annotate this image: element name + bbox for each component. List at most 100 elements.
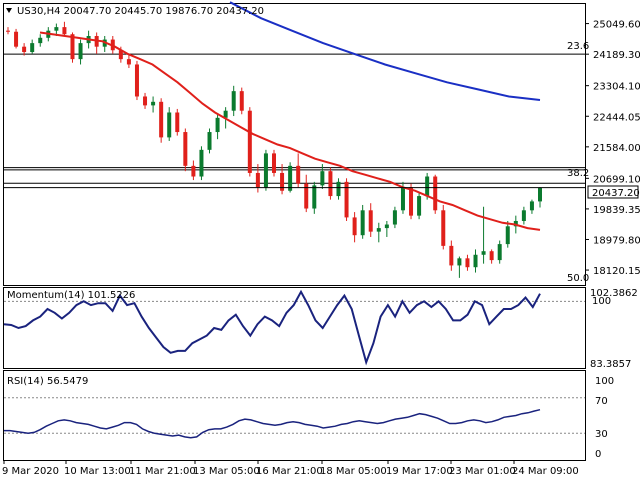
- rsi-panel-frame: [3, 370, 586, 461]
- current-price-label: 20437.20: [592, 188, 640, 199]
- candle-body: [255, 172, 260, 188]
- candle-body: [409, 187, 414, 216]
- candle-body: [78, 43, 83, 60]
- momentum-line: [3, 289, 541, 366]
- candle-body: [247, 110, 252, 173]
- candle-body: [231, 91, 236, 111]
- candle-body: [118, 50, 123, 60]
- price-tick-label: 18979.80: [593, 235, 640, 246]
- time-tick-label: 23 Mar 01:00: [449, 466, 516, 477]
- candle-body: [449, 245, 454, 266]
- candle-body: [14, 31, 19, 47]
- candle-body: [22, 46, 27, 53]
- price-tick-label: 20699.10: [593, 174, 640, 185]
- price-tick-label: 18120.15: [593, 266, 640, 277]
- fib-500-label: 50.0: [567, 273, 589, 284]
- candle-body: [159, 101, 164, 138]
- candle-body: [223, 110, 228, 118]
- candle-body: [151, 101, 156, 106]
- time-tick-label: 13 Mar 05:00: [193, 466, 260, 477]
- time-tick-label: 11 Mar 21:00: [129, 466, 196, 477]
- price-tick-label: 23304.10: [593, 82, 640, 93]
- candle-body: [457, 258, 462, 266]
- candle-body: [328, 171, 333, 197]
- momentum-label: Momentum(14) 101.5226: [7, 290, 135, 301]
- candle-body: [70, 34, 75, 60]
- candle-body: [521, 210, 526, 221]
- candle-body: [239, 91, 244, 111]
- candle-body: [263, 153, 268, 188]
- candle-body: [320, 171, 325, 186]
- candle-body: [207, 132, 212, 150]
- fib-382-label: 38.2: [567, 168, 589, 179]
- price-panel-frame: [3, 3, 586, 286]
- candle-body: [417, 196, 422, 216]
- candle-body: [473, 254, 478, 268]
- candle-body: [126, 59, 131, 65]
- dropdown-triangle-icon[interactable]: [6, 8, 12, 13]
- candle-body: [368, 210, 373, 232]
- candle-body: [497, 244, 502, 261]
- candle-body: [312, 185, 317, 209]
- time-tick-label: 18 Mar 05:00: [320, 466, 387, 477]
- price-chart: [4, 1, 585, 278]
- candle-body: [288, 165, 293, 191]
- candle-body: [54, 27, 59, 31]
- fast-ma-line: [39, 31, 541, 231]
- slow-ma-line: [229, 1, 541, 101]
- candle-body: [191, 165, 196, 177]
- candle-body: [513, 220, 518, 227]
- momentum-scale-100: 100: [592, 296, 611, 307]
- candle-body: [296, 165, 301, 184]
- price-tick-label: 19839.35: [593, 205, 640, 216]
- candle-body: [425, 176, 430, 197]
- candle-body: [433, 176, 438, 211]
- time-tick-label: 19 Mar 17:00: [386, 466, 453, 477]
- candle-body: [529, 201, 534, 211]
- candle-body: [38, 37, 43, 44]
- symbol-info: US30,H4 20047.70 20445.70 19876.70 20437…: [17, 6, 264, 17]
- momentum-scale-top: 102.3862: [590, 288, 638, 299]
- candle-body: [183, 132, 188, 166]
- candle-body: [344, 181, 349, 218]
- candle-body: [465, 258, 470, 268]
- price-tick-label: 22444.05: [593, 112, 640, 123]
- price-tick-label: 25049.60: [593, 20, 640, 31]
- candle-body: [30, 43, 35, 53]
- candle-body: [272, 153, 276, 173]
- candle-body: [134, 64, 139, 97]
- candle-body: [6, 30, 10, 32]
- candle-body: [392, 210, 397, 225]
- candle-body: [481, 251, 486, 255]
- candle-body: [489, 251, 494, 261]
- price-tick-label: 21584.00: [593, 143, 640, 154]
- candle-body: [175, 112, 180, 133]
- candle-body: [215, 117, 220, 133]
- candle-body: [199, 149, 204, 177]
- candle-body: [280, 172, 285, 191]
- candle-body: [441, 210, 446, 246]
- rsi-scale-30: 30: [595, 429, 608, 440]
- rsi-line: [4, 408, 541, 439]
- candle-body: [384, 224, 389, 229]
- time-tick-label: 9 Mar 2020: [2, 466, 59, 477]
- candle-body: [167, 112, 172, 138]
- rsi-scale-100: 100: [595, 376, 614, 387]
- momentum-chart: [3, 289, 585, 366]
- rsi-scale-0: 0: [595, 449, 601, 460]
- time-tick-label: 24 Mar 09:00: [512, 466, 579, 477]
- candle-body: [336, 181, 341, 197]
- candle-body: [143, 96, 148, 106]
- current-price-box: [587, 185, 639, 199]
- candle-body: [538, 187, 542, 202]
- rsi-scale-70: 70: [595, 396, 608, 407]
- rsi-chart: [4, 397, 585, 439]
- momentum-panel-frame: [3, 287, 586, 369]
- candle-body: [304, 183, 309, 209]
- time-tick-label: 10 Mar 13:00: [64, 466, 131, 477]
- momentum-scale-bottom: 83.3857: [590, 359, 631, 370]
- price-tick-label: 24189.30: [593, 50, 640, 61]
- candle-body: [400, 187, 405, 211]
- candle-body: [352, 217, 357, 236]
